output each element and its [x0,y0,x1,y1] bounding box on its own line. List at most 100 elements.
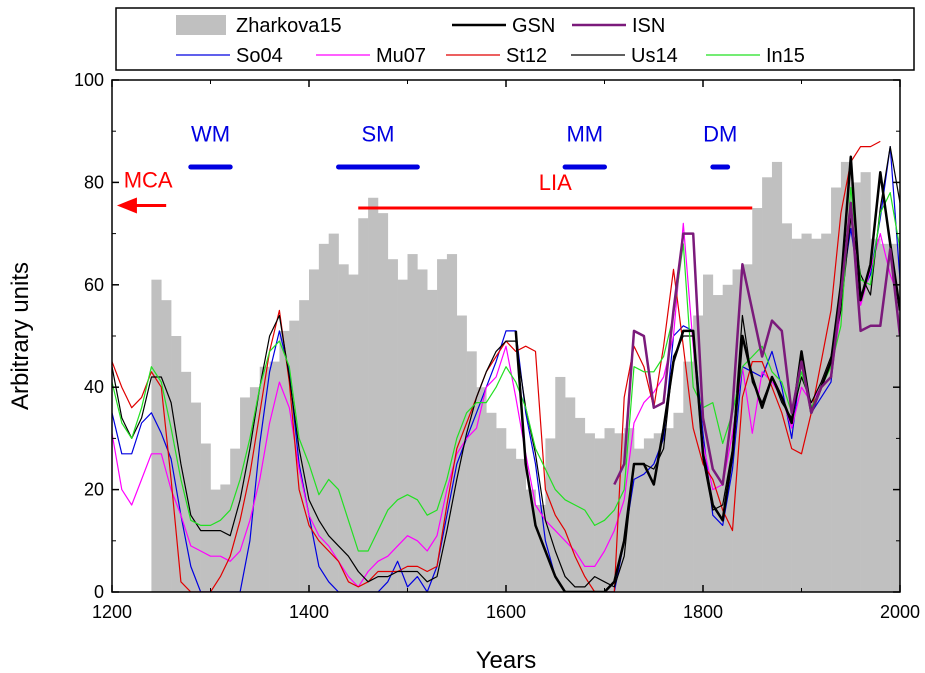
y-tick-label: 40 [84,377,104,397]
bar [594,438,605,592]
period-label-mca: MCA [124,168,173,193]
bar [663,428,674,592]
bar [643,438,655,592]
bar [584,433,595,592]
bar [525,489,536,592]
bar [220,484,231,592]
bar [318,243,329,592]
bar [466,351,477,592]
bar [693,315,704,592]
bar [801,233,812,592]
period-label-sm: SM [361,121,394,146]
bar [486,412,497,592]
bar [476,387,487,592]
bar [860,172,871,592]
bar [574,417,586,592]
legend-box [115,7,915,71]
bar [673,412,684,592]
bar [614,433,625,592]
bar [634,448,645,592]
y-tick-label: 100 [74,70,104,90]
y-tick-label: 0 [94,582,104,602]
legend-label-st12: St12 [506,45,547,67]
bar [338,264,349,592]
bar [840,161,852,592]
bar [377,213,389,592]
bar [358,218,369,592]
bar [703,274,714,592]
bar [180,371,192,592]
y-tick-label: 60 [84,275,104,295]
bar [348,274,359,592]
bar [683,361,694,592]
bar [890,243,900,592]
series-line-in15 [112,186,900,552]
series-line-st12 [112,140,881,592]
legend-label-in15: In15 [766,45,805,67]
bar [230,448,241,592]
bar [328,233,339,592]
bar [732,269,743,592]
bar [407,254,418,592]
bar [387,259,398,592]
y-tick-label: 20 [84,480,104,500]
y-tick-label: 80 [84,172,104,192]
bar [417,269,428,592]
bar [299,300,310,592]
bar [742,264,753,592]
mca-arrow-head [116,197,137,214]
y-axis-label: Arbitrary units [7,262,34,410]
legend-label-us14: Us14 [631,45,678,67]
legend-label-isn: ISN [632,15,665,37]
bar [565,397,576,592]
bar [535,504,546,592]
bar [496,428,507,592]
bar [762,177,773,592]
bar [309,269,320,592]
bar [791,238,802,592]
legend-label-so04: So04 [236,45,283,67]
bar [190,402,201,592]
bar [870,238,881,592]
x-tick-label: 1400 [289,602,329,622]
bar [200,443,211,592]
x-tick-label: 2000 [880,602,920,622]
legend-swatch-zharkova15 [176,15,226,35]
bar [289,320,300,592]
bar [210,489,221,592]
x-tick-label: 1600 [486,602,526,622]
bar [850,182,861,592]
series-line-so04 [112,146,900,592]
bar [831,187,842,592]
period-label-wm: WM [191,121,230,146]
legend-label-zharkova15: Zharkova15 [236,15,342,37]
bar [506,448,517,592]
period-label-lia: LIA [539,170,572,195]
bar [446,254,458,592]
legend-label-gsn: GSN [512,15,555,37]
bar [269,361,280,592]
bar [368,197,379,592]
bar [545,438,556,592]
bar [653,433,664,592]
x-axis-label: Years [476,647,537,673]
bar [811,238,822,592]
bar [437,259,448,592]
period-label-mm: MM [566,121,603,146]
series-line-gsn [514,155,900,592]
legend-label-mu07: Mu07 [376,45,426,67]
period-label-dm: DM [703,121,737,146]
bar [880,243,891,592]
bar [515,458,526,592]
bar [555,376,566,592]
bar [712,295,723,592]
bar [171,336,182,592]
legend: Zharkova15 GSN ISN So04 Mu07 St12 Us14 In15 [115,7,915,71]
bar [821,233,832,592]
series-line-isn [613,201,900,486]
bar [259,366,270,592]
bar [151,279,162,592]
bar [279,330,290,592]
bar [427,289,438,592]
